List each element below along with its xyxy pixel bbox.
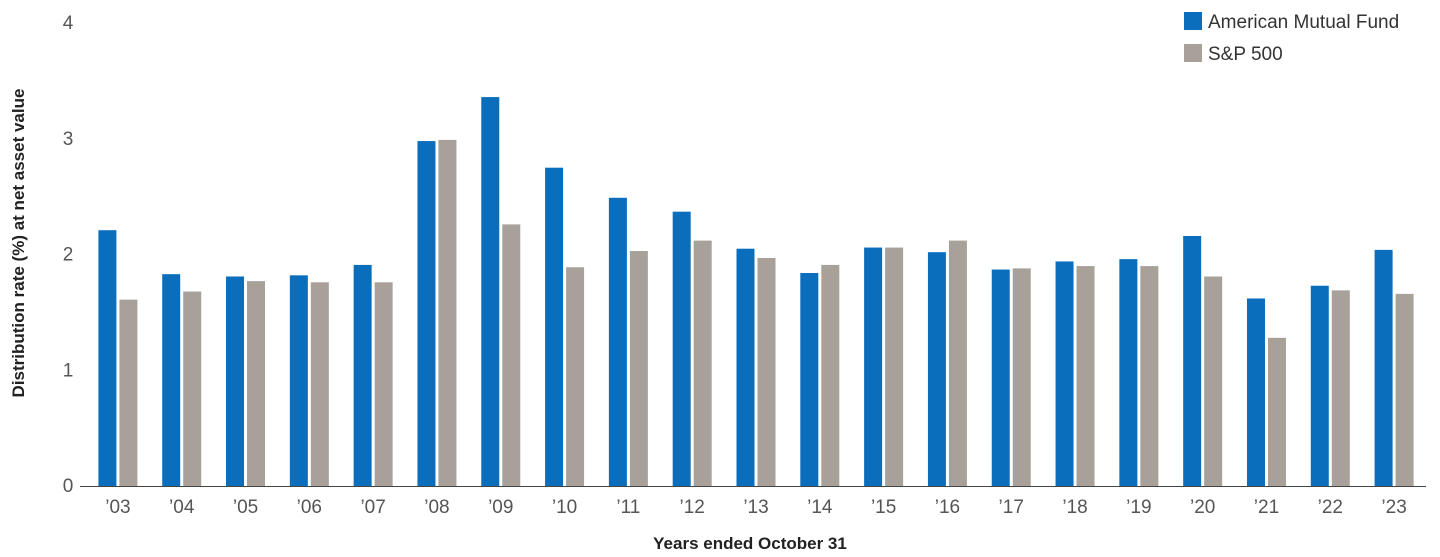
x-tick-label: ’12 — [680, 497, 705, 518]
y-axis-title: Distribution rate (%) at net asset value — [9, 89, 28, 398]
x-tick-label: ’19 — [1126, 497, 1151, 518]
bar-american-mutual-fund — [481, 97, 500, 486]
bar-sp-500 — [693, 240, 712, 486]
x-tick-label: ’16 — [935, 497, 960, 518]
x-tick-label: ’22 — [1318, 497, 1343, 518]
x-tick-label: ’21 — [1254, 497, 1279, 518]
y-tick-label: 3 — [63, 129, 74, 150]
bar-sp-500 — [438, 139, 457, 486]
bar-american-mutual-fund — [1119, 259, 1138, 486]
legend-label: S&P 500 — [1208, 44, 1283, 65]
bar-american-mutual-fund — [1246, 298, 1265, 486]
x-tick-label: ’06 — [297, 497, 322, 518]
y-tick-label: 2 — [63, 245, 74, 266]
bar-sp-500 — [119, 299, 138, 486]
bar-sp-500 — [1267, 337, 1286, 486]
bar-sp-500 — [1076, 266, 1095, 486]
bar-sp-500 — [821, 264, 840, 486]
bar-american-mutual-fund — [736, 248, 755, 486]
bar-american-mutual-fund — [927, 252, 946, 486]
bar-american-mutual-fund — [608, 197, 627, 486]
x-tick-label: ’14 — [807, 497, 833, 518]
x-tick-label: ’23 — [1381, 497, 1406, 518]
bar-american-mutual-fund — [417, 141, 436, 486]
bar-american-mutual-fund — [226, 276, 245, 486]
bar-sp-500 — [566, 267, 585, 486]
y-tick-label: 0 — [63, 476, 74, 497]
x-tick-label: ’17 — [999, 497, 1024, 518]
bar-american-mutual-fund — [1374, 249, 1393, 486]
x-tick-label: ’05 — [233, 497, 258, 518]
legend: American Mutual Fund S&P 500 — [1184, 12, 1399, 65]
legend-swatch — [1184, 12, 1202, 30]
bar-sp-500 — [502, 224, 521, 486]
x-tick-label: ’09 — [488, 497, 513, 518]
bar-sp-500 — [1395, 293, 1414, 486]
y-tick-label: 4 — [63, 13, 74, 34]
bar-sp-500 — [374, 282, 393, 486]
bar-sp-500 — [1204, 276, 1223, 486]
bar-american-mutual-fund — [1183, 235, 1202, 486]
bar-american-mutual-fund — [289, 275, 308, 486]
bar-sp-500 — [757, 257, 776, 486]
bar-american-mutual-fund — [1055, 261, 1074, 486]
x-tick-label: ’10 — [552, 497, 577, 518]
x-tick-label: ’07 — [360, 497, 385, 518]
y-tick-label: 1 — [63, 360, 74, 381]
bar-sp-500 — [948, 240, 967, 486]
bars — [98, 97, 1414, 487]
y-ticks: 0 1 2 3 4 — [63, 13, 74, 497]
bar-american-mutual-fund — [162, 274, 181, 486]
bar-sp-500 — [310, 282, 329, 486]
bar-american-mutual-fund — [545, 167, 564, 486]
bar-sp-500 — [183, 291, 202, 486]
x-tick-label: ’18 — [1062, 497, 1087, 518]
y-axis-title-group: Distribution rate (%) at net asset value — [9, 89, 28, 398]
bar-american-mutual-fund — [98, 230, 117, 486]
bar-american-mutual-fund — [672, 211, 691, 487]
bar-sp-500 — [885, 247, 904, 486]
x-tick-label: ’15 — [871, 497, 896, 518]
legend-swatch — [1184, 44, 1202, 62]
bar-sp-500 — [629, 251, 648, 486]
bar-american-mutual-fund — [353, 264, 372, 486]
bar-american-mutual-fund — [1310, 285, 1329, 486]
x-axis-title: Years ended October 31 — [653, 534, 847, 553]
bar-american-mutual-fund — [991, 269, 1010, 486]
x-tick-label: ’03 — [105, 497, 130, 518]
bar-american-mutual-fund — [864, 247, 883, 486]
x-tick-label: ’11 — [616, 497, 640, 518]
x-ticks: ’03 ’04 ’05 ’06 ’07 ’08 ’09 ’10 ’11 ’12 ’13 ’14 ’15 ’… — [105, 497, 1407, 518]
bar-sp-500 — [1331, 290, 1350, 486]
bar-american-mutual-fund — [800, 273, 819, 486]
legend-label: American Mutual Fund — [1208, 12, 1399, 33]
x-tick-label: ’13 — [743, 497, 768, 518]
bar-sp-500 — [1140, 266, 1159, 486]
bar-sp-500 — [1012, 268, 1031, 486]
x-tick-label: ’20 — [1190, 497, 1215, 518]
x-tick-label: ’04 — [169, 497, 195, 518]
x-tick-label: ’08 — [424, 497, 449, 518]
bar-sp-500 — [247, 281, 266, 486]
